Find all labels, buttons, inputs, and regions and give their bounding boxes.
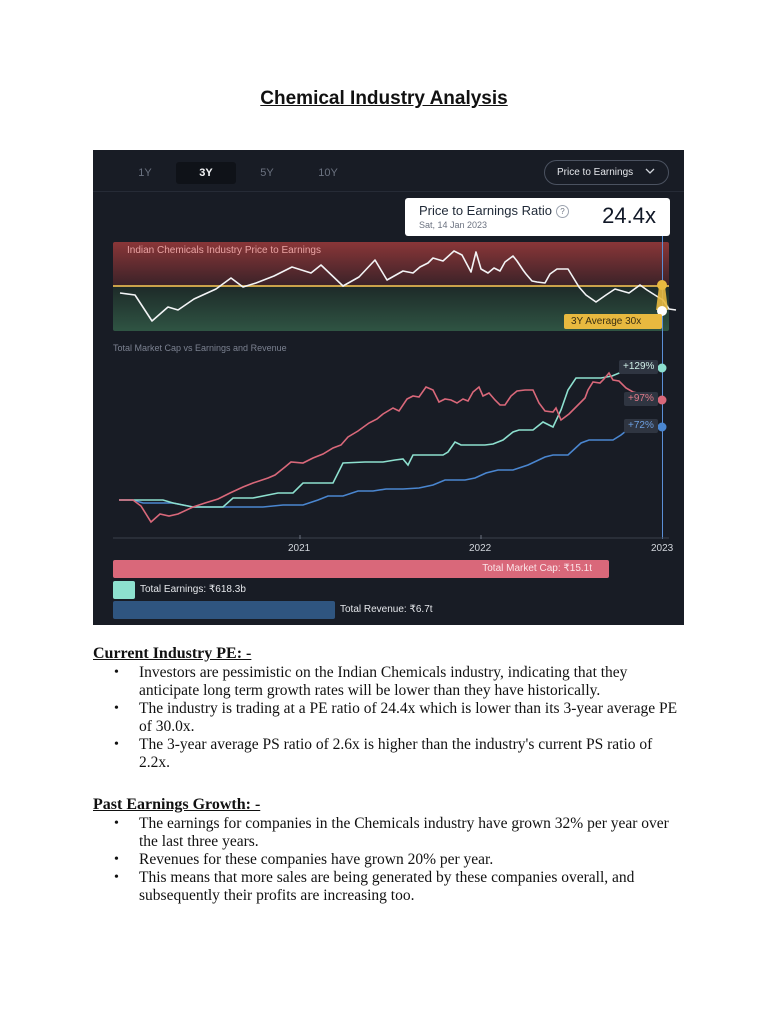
bullet-icon: • <box>114 737 119 752</box>
revenue-bar: Total Revenue: ₹6.7t <box>113 601 433 619</box>
earnings-marker <box>657 363 667 373</box>
list-item: • The earnings for companies in the Chemi… <box>114 815 669 850</box>
tab-3y[interactable]: 3Y <box>176 162 236 184</box>
period-tabs: 1Y 3Y 5Y 10Y <box>115 162 359 184</box>
market-cap-change-badge: +97% <box>624 392 658 406</box>
header-divider <box>93 191 684 192</box>
pe-line <box>119 250 677 322</box>
market-cap-bar: Total Market Cap: ₹15.1t <box>113 560 609 578</box>
bullet-list: • The earnings for companies in the Chemi… <box>93 815 693 905</box>
chart-panel: 1Y 3Y 5Y 10Y Price to Earnings Indian Ch… <box>93 150 684 625</box>
tooltip-title: Price to Earnings Ratio? <box>419 203 569 218</box>
earnings-bar-label: Total Earnings: ₹618.3b <box>140 584 246 595</box>
x-tick-2023: 2023 <box>651 543 674 554</box>
pe-chart-label: Indian Chemicals Industry Price to Earni… <box>127 245 321 256</box>
chevron-down-icon <box>645 168 655 174</box>
market-cap-line <box>119 371 663 524</box>
tooltip-value: 24.4x <box>602 203 656 228</box>
tab-1y[interactable]: 1Y <box>138 167 152 179</box>
market-cap-bar-label: Total Market Cap: ₹15.1t <box>482 563 592 574</box>
market-cap-marker <box>657 395 667 405</box>
metric-select-value: Price to Earnings <box>557 167 634 178</box>
section-heading: Past Earnings Growth: - <box>93 796 261 813</box>
metric-select[interactable]: Price to Earnings <box>544 160 669 185</box>
earnings-bar: Total Earnings: ₹618.3b <box>113 581 246 599</box>
market-cap-chart-label: Total Market Cap vs Earnings and Revenue <box>113 343 287 353</box>
bullet-list: • Investors are pessimistic on the Indian… <box>93 664 693 772</box>
revenue-line <box>119 426 662 508</box>
tooltip-date: Sat, 14 Jan 2023 <box>419 220 488 230</box>
list-item: • Investors are pessimistic on the Indian… <box>114 664 628 699</box>
bullet-icon: • <box>114 665 119 680</box>
document-title: Chemical Industry Analysis <box>260 88 508 109</box>
bullet-icon: • <box>114 816 119 831</box>
list-item: • The industry is trading at a PE ratio o… <box>114 700 678 735</box>
list-item: • This means that more sales are being ge… <box>114 869 635 904</box>
section-heading: Current Industry PE: - <box>93 645 252 662</box>
average-badge: 3Y Average 30x <box>564 314 662 329</box>
earnings-change-badge: +129% <box>619 360 659 374</box>
average-line <box>113 285 669 287</box>
bullet-icon: • <box>114 852 119 867</box>
pe-tooltip: Price to Earnings Ratio? Sat, 14 Jan 202… <box>405 198 670 236</box>
hover-cursor-line <box>662 236 663 539</box>
help-icon[interactable]: ? <box>555 205 569 218</box>
list-item: • Revenues for these companies have grown… <box>114 851 494 868</box>
section-current-industry-pe: Current Industry PE: - • Investors are pe… <box>93 644 693 772</box>
pe-current-marker <box>657 306 667 316</box>
tab-10y[interactable]: 10Y <box>318 167 338 179</box>
chart-lines <box>113 250 677 539</box>
section-past-earnings-growth: Past Earnings Growth: - • The earnings fo… <box>93 795 693 905</box>
tab-5y[interactable]: 5Y <box>260 167 274 179</box>
revenue-bar-label: Total Revenue: ₹6.7t <box>340 604 433 615</box>
revenue-marker <box>657 422 667 432</box>
earnings-line <box>119 367 663 508</box>
list-item: • The 3-year average PS ratio of 2.6x is … <box>114 736 653 771</box>
x-tick-2021: 2021 <box>288 543 311 554</box>
bullet-icon: • <box>114 870 119 885</box>
revenue-change-badge: +72% <box>624 419 658 433</box>
x-tick-2022: 2022 <box>469 543 492 554</box>
bullet-icon: • <box>114 701 119 716</box>
